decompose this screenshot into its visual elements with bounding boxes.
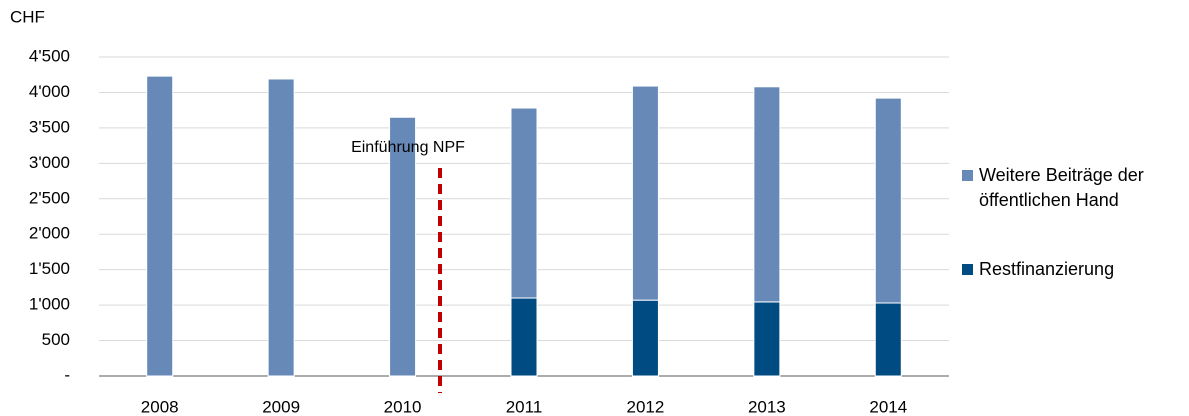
legend-entry: Weitere Beiträge der öffentlichen Hand — [962, 163, 1182, 213]
y-tick-label: - — [64, 365, 70, 384]
x-tick-label: 2009 — [262, 397, 300, 416]
y-tick-label: 500 — [42, 330, 70, 349]
legend-label: Restfinanzierung — [979, 259, 1115, 279]
x-tick-label: 2010 — [384, 397, 422, 416]
annotation: Einführung NPF — [351, 139, 465, 156]
y-tick-label: 3'000 — [29, 153, 70, 172]
bar-segment — [631, 85, 659, 301]
y-axis-label: CHF — [10, 7, 45, 26]
y-tick-label: 1'500 — [29, 259, 70, 278]
bar-segment — [753, 301, 781, 377]
x-tick-label: 2011 — [506, 397, 543, 416]
bar-segment — [389, 116, 417, 377]
x-tick-label: 2008 — [141, 397, 179, 416]
y-tick-label: 2'000 — [29, 224, 70, 243]
legend-swatch — [962, 264, 973, 275]
y-tick-label: 2'500 — [29, 188, 70, 207]
bar-segment — [267, 78, 295, 377]
bar-segment — [874, 302, 902, 377]
bar-segment — [631, 299, 659, 377]
y-tick-label: 4'500 — [29, 46, 70, 65]
bar-segment — [146, 75, 174, 377]
x-tick-label: 2013 — [748, 397, 786, 416]
bar-segment — [510, 107, 538, 299]
bar-segment — [874, 97, 902, 304]
bar-segment — [510, 297, 538, 377]
x-tick-label: 2012 — [627, 397, 665, 416]
legend-entry: Restfinanzierung — [962, 257, 1182, 282]
y-tick-label: 4'000 — [29, 82, 70, 101]
y-tick-label: 1'000 — [29, 295, 70, 314]
legend-label: Weitere Beiträge der öffentlichen Hand — [979, 165, 1144, 210]
legend-swatch — [962, 170, 973, 181]
bar-segment — [753, 86, 781, 303]
x-tick-label: 2014 — [869, 397, 907, 416]
y-tick-label: 3'500 — [29, 117, 70, 136]
